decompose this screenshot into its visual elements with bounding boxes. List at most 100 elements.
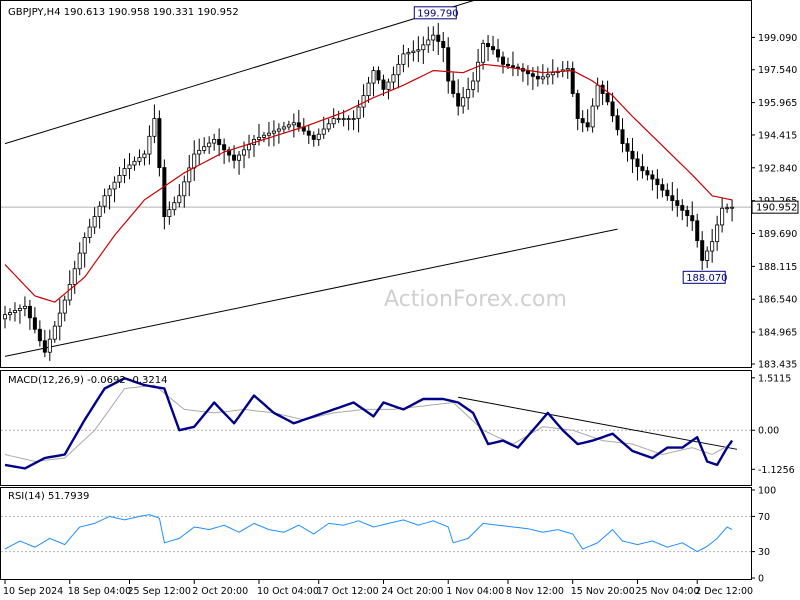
candle-body (525, 70, 530, 75)
candle-body (580, 118, 585, 124)
candle-body (431, 34, 436, 41)
candle-body (635, 158, 640, 167)
candle-body (456, 93, 461, 107)
x-tick-label: 1 Nov 04:00 (446, 586, 504, 597)
price-y-tick-label: 186.540 (758, 295, 797, 306)
candle-body (197, 149, 202, 155)
candle-body (47, 338, 52, 353)
candle-body (441, 40, 446, 49)
candle-body (680, 205, 685, 211)
candle-body (585, 122, 590, 128)
x-tick-label: 24 Oct 20:00 (381, 586, 443, 597)
candle-body (595, 84, 600, 107)
candle-body (32, 317, 37, 330)
candle-body (107, 188, 112, 197)
candle-body (376, 70, 381, 81)
candle-body (496, 49, 501, 58)
price-annotation-box (682, 270, 726, 284)
candle-body (222, 144, 227, 151)
candle-body (471, 80, 476, 90)
rsi-level-lines (1, 515, 751, 553)
candle-body (730, 206, 735, 209)
candle-body (610, 101, 615, 117)
candle-body (625, 143, 630, 152)
rsi-panel: 100 70 30 0 RSI(14) 51.7939 (0, 486, 776, 585)
price-y-tick-label: 199.090 (758, 33, 797, 44)
candle-body (52, 325, 57, 340)
candle-body (545, 74, 550, 78)
price-candles (3, 22, 735, 361)
candle-body (62, 299, 67, 314)
current-price-label: 190.952 (751, 200, 799, 214)
symbol-header: GBPJPY,H4 190.613 190.958 190.331 190.95… (8, 7, 239, 18)
candle-body (665, 189, 670, 197)
rsi-line (4, 514, 733, 553)
candle-body (7, 312, 12, 316)
candle-body (660, 184, 665, 191)
candle-body (331, 118, 336, 125)
price-y-tick-label: 197.540 (758, 65, 797, 76)
candle-body (411, 50, 416, 53)
rsi-y-tick-label: 100 (758, 486, 776, 497)
candle-body (22, 305, 27, 309)
candle-body (326, 123, 331, 130)
candle-body (466, 88, 471, 99)
candle-body (87, 226, 92, 238)
candle-body (505, 63, 510, 67)
candle-body (565, 68, 570, 71)
candle-body (17, 308, 22, 311)
candle-body (291, 122, 296, 126)
candle-body (172, 202, 177, 211)
candle-body (237, 154, 242, 161)
x-tick-label: 10 Sep 2024 (3, 586, 63, 597)
candle-body (486, 43, 491, 47)
price-annotation-label: 199.790 (417, 8, 458, 19)
candle-body (366, 82, 371, 97)
price-annotation-label: 188.070 (686, 273, 727, 284)
x-tick-label: 2 Oct 20:00 (192, 586, 248, 597)
candle-body (182, 181, 187, 197)
candle-body (266, 132, 271, 136)
candle-body (535, 75, 540, 80)
candle-body (451, 80, 456, 94)
candle-body (690, 215, 695, 222)
candle-body (97, 205, 102, 218)
macd-y-axis: 1.5115 0.00 -1.1256 (751, 373, 795, 476)
watermark: ActionForex.com (384, 287, 567, 312)
candle-body (396, 63, 401, 76)
x-tick-label: 18 Sep 04:00 (68, 586, 131, 597)
price-annotations: 199.790 188.070 (413, 6, 728, 284)
candle-body (710, 241, 715, 252)
candle-body (530, 73, 535, 77)
macd-y-tick-label: -1.1256 (758, 465, 795, 476)
candle-body (281, 126, 286, 130)
candle-body (77, 252, 82, 270)
macd-main-line (4, 377, 734, 470)
candle-body (461, 97, 466, 107)
candle-body (152, 118, 157, 137)
x-tick-label: 8 Nov 12:00 (506, 586, 564, 597)
moving-average-line (4, 63, 733, 303)
candle-body (406, 52, 411, 55)
candle-body (82, 237, 87, 254)
candle-body (540, 76, 545, 80)
candle-body (157, 118, 162, 168)
candle-body (72, 268, 77, 285)
x-tick-label: 25 Nov 04:00 (635, 586, 699, 597)
candle-body (112, 181, 117, 190)
candle-body (217, 139, 222, 146)
candle-body (361, 95, 366, 108)
candle-body (212, 139, 217, 144)
rsi-panel-frame (0, 487, 752, 580)
candle-body (491, 46, 496, 51)
candle-body (446, 47, 451, 82)
candle-body (167, 209, 172, 218)
rsi-y-axis: 100 70 30 0 (751, 486, 776, 585)
candle-body (720, 207, 725, 226)
candle-body (67, 284, 72, 301)
price-panel-frame (0, 0, 752, 368)
price-y-tick-label: 188.115 (758, 262, 797, 273)
candle-body (381, 79, 386, 90)
price-y-tick-label: 189.690 (758, 229, 797, 240)
